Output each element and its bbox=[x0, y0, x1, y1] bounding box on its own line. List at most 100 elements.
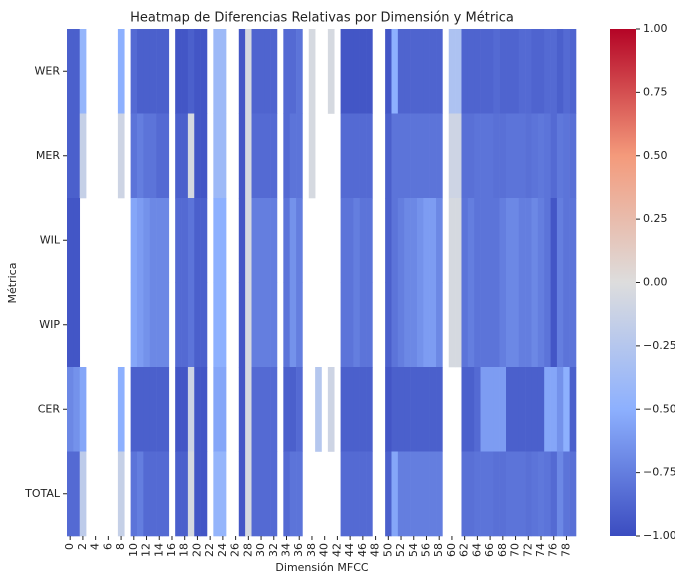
heatmap-cell bbox=[257, 113, 265, 199]
heatmap-cell bbox=[550, 113, 558, 199]
heatmap-cell bbox=[327, 29, 335, 114]
heatmap-cell bbox=[194, 29, 201, 114]
heatmap-cell bbox=[404, 451, 411, 537]
heatmap-cell bbox=[486, 367, 494, 452]
heatmap-cell bbox=[67, 367, 74, 452]
heatmap-cell bbox=[436, 198, 443, 283]
heatmap-cell bbox=[480, 198, 488, 283]
heatmap-cell bbox=[156, 451, 163, 537]
heatmap-cell bbox=[385, 29, 392, 114]
x-tick-label: 70 bbox=[509, 543, 522, 557]
heatmap-cell bbox=[264, 113, 271, 199]
heatmap-cell bbox=[512, 29, 520, 114]
colorbar-tick-label: −0.50 bbox=[643, 402, 675, 415]
heatmap-cell bbox=[162, 198, 170, 283]
heatmap-cell bbox=[238, 282, 246, 368]
heatmap-cell bbox=[493, 113, 500, 199]
heatmap-cell bbox=[461, 282, 469, 368]
heatmap-cell bbox=[283, 113, 290, 199]
x-tick-label: 62 bbox=[458, 543, 471, 557]
heatmap-cell bbox=[289, 451, 297, 537]
heatmap-cell bbox=[296, 198, 303, 283]
heatmap-cell bbox=[73, 282, 81, 368]
heatmap-cell bbox=[461, 451, 469, 537]
x-tick-label: 14 bbox=[152, 543, 165, 557]
heatmap-cell bbox=[410, 451, 418, 537]
x-tick-label: 6 bbox=[101, 543, 114, 550]
heatmap-cell bbox=[353, 29, 360, 114]
heatmap-cell bbox=[512, 282, 520, 368]
heatmap-cell bbox=[213, 367, 220, 452]
heatmap-cell bbox=[136, 451, 144, 537]
heatmap-cell bbox=[270, 282, 278, 368]
heatmap-cell bbox=[149, 113, 157, 199]
colorbar bbox=[610, 29, 636, 536]
heatmap-cell bbox=[569, 282, 577, 368]
heatmap-cell bbox=[506, 367, 513, 452]
heatmap-cell bbox=[518, 29, 526, 114]
heatmap-cell bbox=[257, 451, 265, 537]
heatmap-cell bbox=[289, 367, 297, 452]
heatmap-cell bbox=[257, 29, 265, 114]
heatmap-cell bbox=[130, 29, 138, 114]
x-tick-label: 48 bbox=[369, 543, 382, 557]
heatmap-cell bbox=[531, 29, 539, 114]
heatmap-cell bbox=[340, 367, 348, 452]
heatmap-cell bbox=[296, 367, 303, 452]
heatmap-cell bbox=[499, 282, 507, 368]
heatmap-cell bbox=[531, 282, 539, 368]
heatmap-cell bbox=[525, 198, 532, 283]
heatmap-cell bbox=[480, 282, 488, 368]
heatmap-cell bbox=[79, 29, 87, 114]
x-tick-label: 10 bbox=[127, 543, 140, 557]
x-tick-label: 0 bbox=[63, 543, 76, 550]
heatmap-cell bbox=[461, 29, 469, 114]
heatmap-cell bbox=[162, 367, 170, 452]
heatmap-cell bbox=[359, 451, 367, 537]
x-tick-label: 44 bbox=[343, 543, 356, 557]
heatmap-cell bbox=[67, 29, 74, 114]
heatmap-cell bbox=[563, 451, 570, 537]
heatmap-cell bbox=[187, 451, 195, 537]
heatmap-cell bbox=[187, 367, 195, 452]
heatmap-cell bbox=[556, 198, 564, 283]
x-tick-label: 16 bbox=[165, 543, 178, 557]
heatmap-cell bbox=[461, 367, 469, 452]
y-tick-label: WER bbox=[35, 64, 61, 77]
heatmap-cell bbox=[181, 198, 189, 283]
heatmap-cell bbox=[270, 29, 278, 114]
heatmap-cell bbox=[117, 367, 125, 452]
heatmap-cell bbox=[162, 29, 170, 114]
heatmap-cell bbox=[353, 451, 360, 537]
heatmap-cell bbox=[550, 29, 558, 114]
heatmap-cell bbox=[404, 282, 411, 368]
heatmap-cell bbox=[200, 451, 208, 537]
heatmap-cell bbox=[296, 282, 303, 368]
heatmap-cell bbox=[429, 198, 437, 283]
heatmap-cell bbox=[162, 282, 170, 368]
heatmap-cell bbox=[499, 113, 507, 199]
heatmap-cell bbox=[67, 198, 74, 283]
heatmap-cell bbox=[467, 29, 475, 114]
heatmap-cell bbox=[423, 451, 430, 537]
heatmap-cell bbox=[366, 367, 373, 452]
heatmap-cell bbox=[544, 451, 551, 537]
heatmap-cell bbox=[245, 451, 252, 537]
heatmap-cell bbox=[73, 367, 81, 452]
x-tick-label: 64 bbox=[470, 543, 483, 557]
heatmap-cell bbox=[512, 198, 520, 283]
heatmap-cell bbox=[143, 451, 151, 537]
heatmap-cell bbox=[238, 451, 246, 537]
heatmap-cell bbox=[480, 29, 488, 114]
heatmap-cell bbox=[213, 113, 220, 199]
heatmap-cell bbox=[340, 198, 348, 283]
heatmap-cell bbox=[391, 113, 399, 199]
colorbar-tick-label: −0.75 bbox=[643, 466, 675, 479]
heatmap-cell bbox=[499, 198, 507, 283]
heatmap-cell bbox=[245, 282, 252, 368]
heatmap-cell bbox=[544, 29, 551, 114]
heatmap-cell bbox=[289, 29, 297, 114]
heatmap-cell bbox=[251, 29, 259, 114]
heatmap-cell bbox=[238, 29, 246, 114]
heatmap-cell bbox=[346, 198, 354, 283]
